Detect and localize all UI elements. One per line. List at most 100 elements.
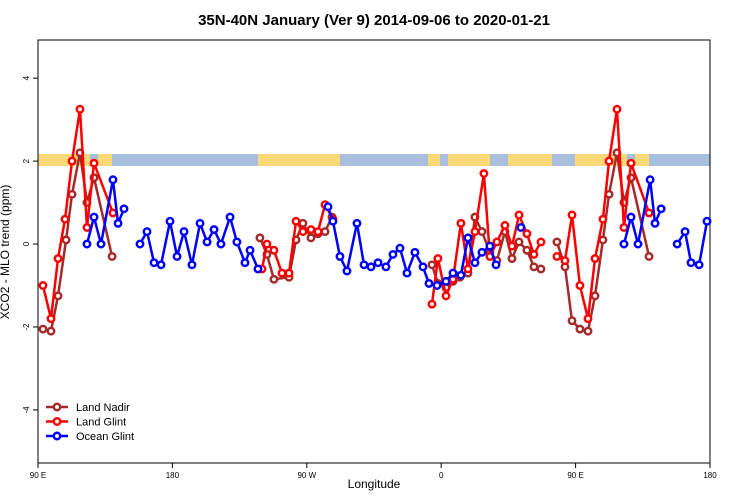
data-point [202,237,212,247]
data-point [598,214,608,224]
data-point [107,252,117,261]
land-strip [258,154,340,166]
land-strip [448,154,490,166]
y-tick-label: 2 [22,158,31,163]
data-point [619,222,629,232]
data-point [536,237,546,247]
data-point [165,216,175,226]
data-point [245,245,255,255]
data-point [529,262,539,272]
data-point [575,324,585,334]
x-tick-label: 90 E [30,471,46,480]
data-point [335,252,345,261]
data-point [522,245,532,255]
land-strip [428,154,440,166]
data-point [500,220,510,230]
data-point [427,299,437,309]
data-point [604,156,614,166]
data-point [626,212,636,222]
legend-marker [52,417,62,426]
data-point [108,175,118,185]
data-point [633,239,643,249]
data-point [373,258,383,268]
data-point [410,247,420,257]
data-point [418,262,428,272]
legend-label: Ocean Glint [76,431,134,443]
data-point [172,252,182,261]
data-point [82,239,92,249]
data-point [352,218,362,228]
x-tick-label: 180 [703,471,717,480]
data-point [262,239,272,249]
data-point [359,260,369,270]
data-point [209,225,219,234]
data-point [583,314,593,324]
x-tick-label: 0 [439,471,444,480]
data-point [448,268,458,278]
data-point [142,227,152,237]
data-point [67,189,77,199]
data-point [328,216,338,226]
data-point [522,229,532,239]
data-point [575,281,585,290]
data-point [432,281,442,290]
data-point [479,169,489,178]
data-point [179,227,189,237]
data-point [46,326,56,336]
land-strip [98,154,112,166]
data-point [38,324,48,334]
data-point [619,239,629,249]
land-strip [508,154,552,166]
data-point [53,254,63,263]
data-point [135,239,145,249]
data-point [187,260,197,270]
legend-marker [52,402,62,412]
data-point [686,258,696,268]
data-point [516,222,526,232]
data-point [694,260,704,270]
data-point [284,268,294,278]
data-point [492,237,502,247]
data-point [441,276,451,286]
data-point [567,210,577,220]
data-point [89,158,99,168]
data-point [491,260,501,270]
data-point [507,254,517,263]
data-point [277,268,287,278]
data-point [427,260,437,270]
data-point [269,274,279,284]
data-point [514,237,524,247]
data-point [306,233,316,243]
x-tick-label: 90 E [567,471,583,480]
data-point [598,235,608,245]
land-ocean-strip [38,154,710,166]
data-point [323,202,333,212]
data-point [149,258,159,268]
y-tick-label: -2 [22,323,31,331]
x-axis-label: Longitude [348,477,401,491]
data-point [567,316,577,326]
data-point [113,218,123,228]
data-point [560,256,570,266]
data-point [75,104,85,114]
data-point [485,241,495,251]
data-point [156,260,166,270]
data-point [381,262,391,272]
data-point [53,291,63,301]
data-point [366,262,376,272]
data-point [67,156,77,166]
chart-title: 35N-40N January (Ver 9) 2014-09-06 to 20… [198,12,550,29]
data-point [680,227,690,237]
data-point [477,227,487,237]
data-point [590,254,600,263]
data-point [552,252,562,261]
data-point [644,252,654,261]
data-point [298,227,308,237]
y-tick-label: -4 [22,406,31,414]
data-point [470,227,480,237]
data-point [477,247,487,257]
data-point [225,212,235,222]
data-point [269,245,279,255]
data-point [672,239,682,249]
data-point [463,233,473,243]
